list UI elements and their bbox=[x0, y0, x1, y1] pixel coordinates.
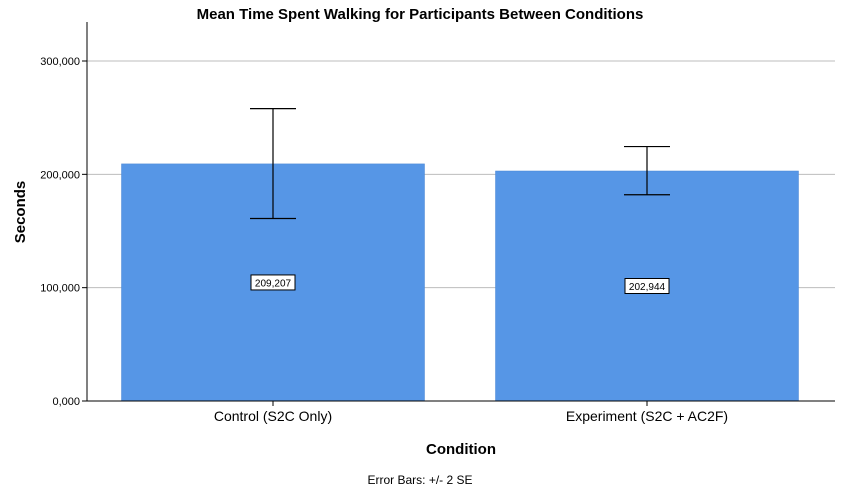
data-label: 202,944 bbox=[629, 282, 666, 293]
data-label: 209,207 bbox=[255, 278, 292, 289]
bars bbox=[121, 163, 799, 402]
x-axis-title: Condition bbox=[426, 441, 496, 458]
y-axis-title: Seconds bbox=[12, 181, 29, 244]
data-label-box bbox=[250, 274, 296, 291]
error-bar-footnote: Error Bars: +/- 2 SE bbox=[367, 473, 472, 487]
x-axis-categories: Control (S2C Only) Experiment (S2C + AC2F… bbox=[214, 401, 728, 424]
x-category-label: Experiment (S2C + AC2F) bbox=[566, 408, 728, 424]
y-tick-label: 100,000 bbox=[40, 283, 80, 295]
data-label-box bbox=[624, 277, 670, 294]
y-axis-ticks: 0,000 100,000 200,000 300,000 bbox=[40, 56, 87, 408]
chart-title: Mean Time Spent Walking for Participants… bbox=[197, 6, 644, 23]
x-category-label: Control (S2C Only) bbox=[214, 408, 332, 424]
data-labels: 209,207 202,944 bbox=[250, 274, 670, 294]
y-tick-label: 300,000 bbox=[40, 56, 80, 68]
error-bars bbox=[250, 107, 670, 220]
y-tick-label: 200,000 bbox=[40, 169, 80, 181]
y-tick-label: 0,000 bbox=[52, 396, 80, 408]
